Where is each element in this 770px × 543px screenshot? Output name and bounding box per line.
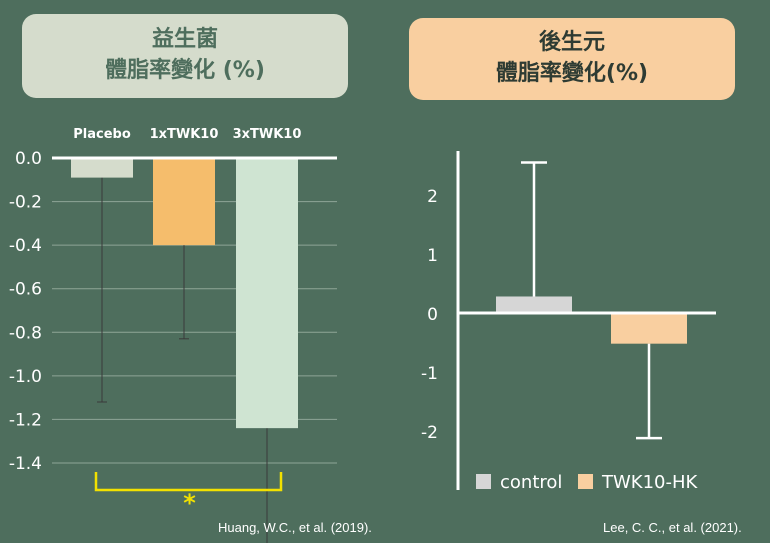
y-tick-label: -1 [421,364,438,384]
y-tick-label: 0 [427,305,438,325]
category-label: Placebo [73,127,131,142]
legend-label: TWK10-HK [601,472,699,493]
bar-1xtwk10 [153,158,215,246]
bar-3xtwk10 [236,158,298,429]
right-title-line1: 後生元 [538,30,605,56]
left-title-box: 益生菌 體脂率變化 (%) [22,14,348,98]
significance-bracket [94,472,283,492]
y-tick-label: -2 [421,423,438,443]
significance-marker: * [183,489,196,517]
left-title-line1: 益生菌 [151,27,218,53]
y-tick-label: 0.0 [15,149,42,169]
bar-control [496,296,572,313]
y-tick-label: -1.2 [9,410,42,430]
legend-swatch [578,474,593,489]
y-tick-label: 2 [427,187,438,207]
bar-placebo [71,158,133,178]
legend-swatch [476,474,491,489]
left-citation: Huang, W.C., et al. (2019). [218,520,372,535]
right-title-line2: 體脂率變化(%) [495,61,649,86]
y-tick-label: 1 [427,246,438,266]
y-tick-label: -1.0 [9,367,42,387]
right-title-box: 後生元 體脂率變化(%) [409,18,735,100]
y-tick-label: -0.6 [9,280,42,300]
right-citation: Lee, C. C., et al. (2021). [603,520,742,535]
category-label: 1xTWK10 [150,127,219,142]
category-label: 3xTWK10 [233,127,302,142]
bar-twk10-hk [611,313,687,344]
y-tick-label: -0.4 [9,236,42,256]
left-title-line2: 體脂率變化 (%) [105,58,265,83]
y-tick-label: -0.2 [9,193,42,213]
y-tick-label: -1.4 [9,454,42,474]
legend-label: control [500,472,562,493]
y-tick-label: -0.8 [9,323,42,343]
